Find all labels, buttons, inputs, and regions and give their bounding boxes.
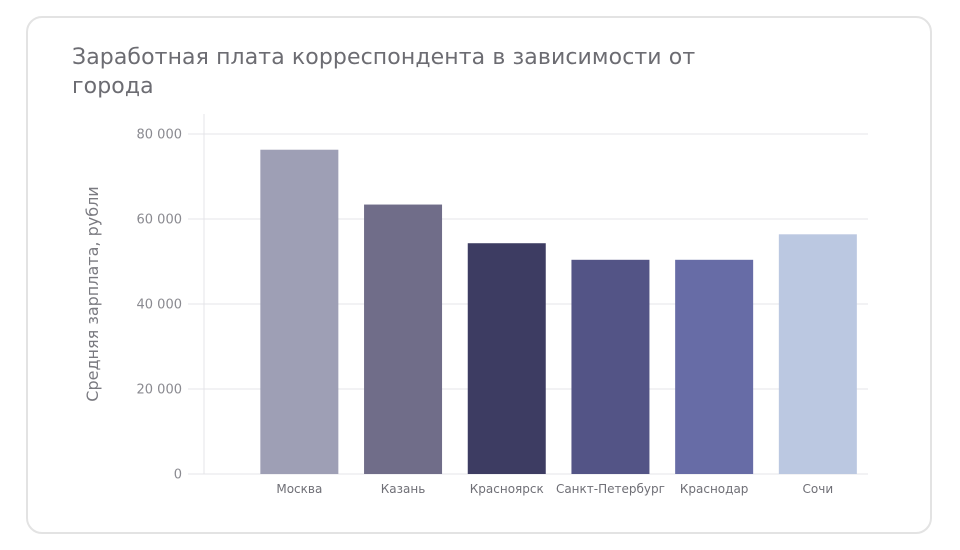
bar xyxy=(571,259,650,474)
x-tick-label: Краснодар xyxy=(680,482,749,496)
bars xyxy=(260,149,857,475)
x-tick-label: Казань xyxy=(381,482,426,496)
bar xyxy=(778,234,857,474)
x-tick-label: Москва xyxy=(276,482,322,496)
bar xyxy=(260,149,339,474)
bar xyxy=(467,243,546,474)
chart-title: Заработная плата корреспондента в зависи… xyxy=(72,45,696,99)
bar xyxy=(675,259,754,474)
y-axis-title: Средняя зарплата, рубли xyxy=(83,186,102,401)
x-tick-labels: Москва Казань Красноярск Санкт-Петербург Кра… xyxy=(276,482,833,496)
x-tick-label: Красноярск xyxy=(470,482,544,496)
y-tick-labels: 0 20 000 40 000 60 000 80 000 xyxy=(137,128,183,483)
y-tick-label: 60 000 xyxy=(137,213,183,228)
y-tick-label: 80 000 xyxy=(137,128,183,143)
y-tick-label: 20 000 xyxy=(137,383,183,398)
x-tick-label: Санкт-Петербург xyxy=(556,482,665,496)
x-tick-label: Сочи xyxy=(803,482,834,496)
y-tick-label: 40 000 xyxy=(137,298,183,313)
y-tick-label: 0 xyxy=(174,468,182,483)
bar xyxy=(364,204,443,475)
